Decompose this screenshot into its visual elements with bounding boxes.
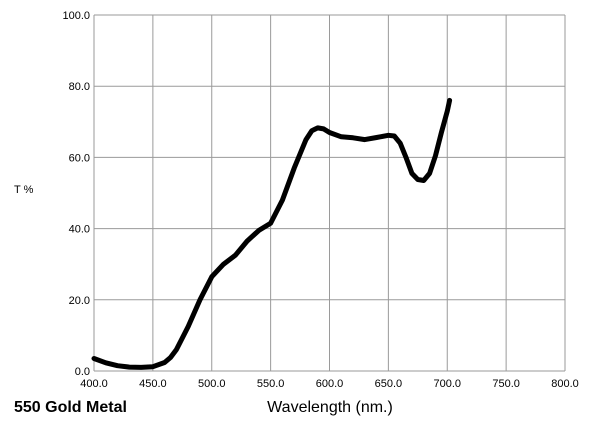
x-tick-label: 550.0: [257, 378, 285, 390]
x-tick-label: 700.0: [433, 378, 461, 390]
x-tick-label: 450.0: [139, 378, 167, 390]
series-layer: [91, 97, 453, 370]
grid: [93, 14, 566, 372]
y-tick-label: 60.0: [69, 152, 90, 164]
x-axis-label: Wavelength (nm.): [267, 399, 393, 416]
y-tick-label: 0.0: [75, 366, 90, 378]
y-tick-label: 40.0: [69, 224, 90, 236]
y-tick-label: 100.0: [62, 10, 90, 22]
y-axis-ticks: 0.0 20.0 40.0 60.0 80.0 100.0: [62, 10, 90, 378]
x-tick-label: 800.0: [551, 378, 579, 390]
y-tick-label: 20.0: [69, 295, 90, 307]
y-axis-label: T %: [14, 184, 34, 196]
x-axis-ticks: 400.0 450.0 500.0 550.0 600.0 650.0 700.0 750.0…: [80, 378, 579, 390]
x-tick-label: 650.0: [375, 378, 403, 390]
y-tick-label: 80.0: [69, 81, 90, 93]
x-tick-label: 500.0: [198, 378, 226, 390]
x-tick-label: 400.0: [80, 378, 108, 390]
x-tick-label: 600.0: [316, 378, 344, 390]
chart-title: 550 Gold Metal: [14, 399, 127, 416]
x-tick-label: 750.0: [492, 378, 520, 390]
series-line: [91, 97, 453, 370]
